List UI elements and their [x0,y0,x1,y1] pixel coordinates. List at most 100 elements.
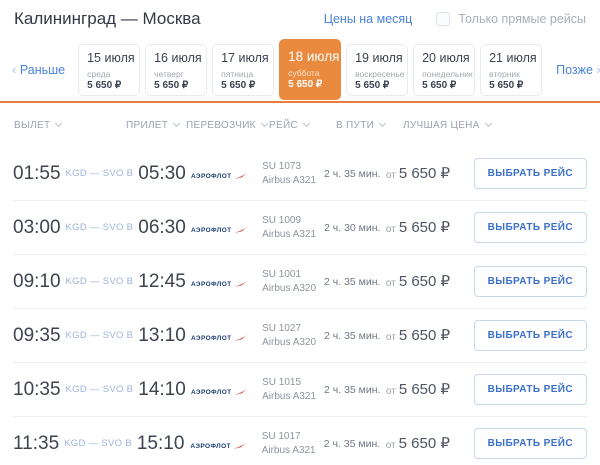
flight-times: 09:35 KGD — SVO B 13:10 [13,324,186,347]
flight-duration: 2 ч. 35 мин. [324,329,381,342]
price-cell: от 5 650 ₽ [386,434,474,453]
arrival-time: 15:10 [136,432,185,454]
weekday-label: пятница [221,68,254,79]
date-card[interactable]: 15 июля среда 5 650 ₽ [78,43,141,96]
flight-times: 09:10 KGD — SVO B 12:45 [13,270,186,293]
direct-flights-label: Только прямые рейсы [458,12,586,26]
date-card[interactable]: 17 июля пятница 5 650 ₽ [212,43,275,96]
column-header-carrier[interactable]: ПЕРЕВОЗЧИК [186,120,269,131]
direct-flights-checkbox[interactable] [436,12,451,26]
carrier-cell: АЭРОФЛОТ [184,435,261,453]
aircraft-type: Airbus A321 [262,228,317,240]
arrival-time: 06:30 [138,216,186,238]
airline-name: АЭРОФЛОТ [191,280,232,288]
aeroflot-wing-icon [233,280,249,287]
prev-dates-button[interactable]: ‹ Раньше [12,62,65,77]
airline-name: АЭРОФЛОТ [191,334,232,342]
date-label: 20 июля [422,50,470,65]
date-label: 15 июля [87,50,135,65]
select-flight-button[interactable]: ВЫБРАТЬ РЕЙС [473,374,587,405]
departure-time: 11:35 [13,432,60,454]
flights-list: 01:55 KGD — SVO B 05:30 АЭРОФЛОТ SU 1073… [0,147,600,465]
price-prefix: от [385,440,396,451]
route-label: KGD — SVO B [64,438,132,449]
select-flight-button[interactable]: ВЫБРАТЬ РЕЙС [473,320,587,351]
price-value: 5 650 ₽ [398,273,451,290]
airline-name: АЭРОФЛОТ [191,226,232,234]
price-value: 5 650 ₽ [398,327,451,344]
price-prefix: от [385,278,396,289]
next-dates-label: Позже [556,63,593,77]
direct-flights-toggle[interactable]: Только прямые рейсы [436,12,586,26]
route-label: KGD — SVO B [65,222,134,233]
date-label: 16 июля [154,50,202,65]
column-header-arrive[interactable]: ПРИЛЕТ [126,120,186,131]
aeroflot-wing-icon [233,334,249,341]
date-card[interactable]: 16 июля четверг 5 650 ₽ [145,43,208,96]
carrier-cell: АЭРОФЛОТ [185,381,262,399]
flight-duration: 2 ч. 35 мин. [324,167,381,180]
column-header-duration[interactable]: В ПУТИ [336,120,403,131]
aeroflot-logo: АЭРОФЛОТ [191,388,249,396]
aircraft-type: Airbus A321 [261,444,316,456]
carrier-cell: АЭРОФЛОТ [185,327,262,345]
route-label: KGD — SVO B [65,276,134,287]
flight-duration: 2 ч. 30 мин. [324,221,381,234]
column-header-depart[interactable]: ВЫЛЕТ [14,120,126,131]
chevron-left-icon: ‹ [12,62,17,77]
select-flight-button[interactable]: ВЫБРАТЬ РЕЙС [473,266,587,297]
month-prices-link[interactable]: Цены на месяц [323,12,413,26]
select-flight-button[interactable]: ВЫБРАТЬ РЕЙС [473,212,587,243]
column-label: ПРИЛЕТ [126,119,169,131]
aeroflot-logo: АЭРОФЛОТ [190,442,248,450]
sort-chevron-icon [55,119,63,128]
date-label: 17 июля [221,50,269,65]
column-label: ЛУЧШАЯ ЦЕНА [403,119,480,131]
date-card[interactable]: 19 июля воскресенье 5 650 ₽ [346,43,409,96]
sort-chevron-icon [302,119,310,128]
flight-row: 09:35 KGD — SVO B 13:10 АЭРОФЛОТ SU 1027… [13,309,587,363]
column-header-best-price[interactable]: ЛУЧШАЯ ЦЕНА [403,120,586,131]
price-prefix: от [385,386,396,397]
flight-info: SU 1009 Airbus A321 [262,214,324,242]
flight-number: SU 1017 [261,430,301,442]
flight-times: 03:00 KGD — SVO B 06:30 [13,216,186,239]
airline-name: АЭРОФЛОТ [191,172,232,180]
price-value: 5 650 ₽ [398,219,451,236]
column-header-flight[interactable]: РЕЙС [269,120,336,131]
flight-number: SU 1001 [262,268,302,280]
flight-duration: 2 ч. 35 мин. [324,383,381,396]
carrier-cell: АЭРОФЛОТ [185,165,262,183]
column-label: РЕЙС [269,119,298,131]
select-flight-button[interactable]: ВЫБРАТЬ РЕЙС [473,158,587,189]
price-value: 5 650 ₽ [398,165,451,182]
arrival-time: 12:45 [138,270,186,292]
column-label: ПЕРЕВОЗЧИК [186,119,256,131]
departure-time: 09:35 [13,324,61,346]
aeroflot-logo: АЭРОФЛОТ [191,226,249,234]
flight-number: SU 1027 [262,322,302,334]
flight-info: SU 1015 Airbus A321 [262,376,324,404]
flight-row: 01:55 KGD — SVO B 05:30 АЭРОФЛОТ SU 1073… [13,147,587,201]
date-price: 5 650 ₽ [422,79,457,91]
column-label: ВЫЛЕТ [14,119,51,131]
price-cell: от 5 650 ₽ [386,326,474,345]
date-card-selected[interactable]: 18 июля суббота 5 650 ₽ [279,39,342,100]
flight-times: 01:55 KGD — SVO B 05:30 [13,162,186,185]
airline-name: АЭРОФЛОТ [190,442,231,450]
weekday-label: воскресенье [355,68,405,79]
departure-time: 01:55 [13,162,61,184]
date-card[interactable]: 21 июля вторник 5 650 ₽ [480,43,543,96]
departure-time: 09:10 [13,270,61,292]
next-dates-button[interactable]: Позже › [556,62,600,77]
departure-time: 03:00 [13,216,61,238]
weekday-label: суббота [288,68,320,78]
airline-name: АЭРОФЛОТ [191,388,232,396]
select-flight-button[interactable]: ВЫБРАТЬ РЕЙС [473,428,587,459]
aeroflot-wing-icon [233,226,249,233]
arrival-time: 13:10 [138,324,186,346]
date-card[interactable]: 20 июля понедельник 5 650 ₽ [413,43,476,96]
route-label: KGD — SVO B [65,330,134,341]
flight-info: SU 1073 Airbus A321 [262,160,324,188]
price-prefix: от [385,224,396,235]
